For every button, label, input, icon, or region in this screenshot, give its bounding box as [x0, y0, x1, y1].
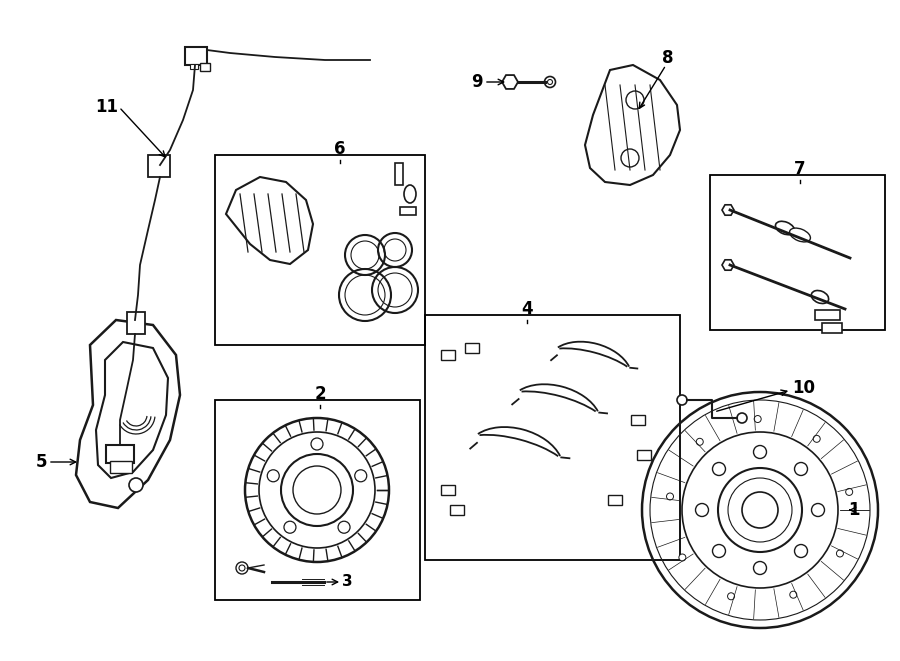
Circle shape	[795, 545, 807, 557]
Circle shape	[754, 416, 761, 422]
Polygon shape	[96, 342, 168, 478]
Circle shape	[621, 149, 639, 167]
Circle shape	[836, 550, 843, 557]
Ellipse shape	[404, 185, 416, 203]
Circle shape	[795, 463, 807, 475]
Text: 2: 2	[314, 385, 326, 403]
Text: 10: 10	[792, 379, 815, 397]
Text: 8: 8	[662, 49, 674, 67]
Circle shape	[626, 91, 644, 109]
Bar	[465, 343, 479, 353]
Circle shape	[697, 438, 703, 446]
Bar	[127, 312, 145, 334]
Circle shape	[667, 493, 673, 500]
Bar	[106, 445, 134, 463]
Bar	[190, 64, 198, 69]
Bar	[450, 505, 464, 515]
Text: 4: 4	[521, 300, 533, 318]
Bar	[631, 415, 645, 425]
Circle shape	[812, 504, 824, 516]
Polygon shape	[502, 75, 518, 89]
Bar	[110, 461, 132, 473]
Bar	[425, 315, 680, 560]
Bar	[815, 310, 840, 320]
Ellipse shape	[789, 228, 810, 242]
Circle shape	[311, 438, 323, 450]
Bar	[215, 155, 425, 345]
Bar	[400, 207, 416, 215]
Circle shape	[737, 413, 747, 423]
Circle shape	[713, 545, 725, 557]
Bar	[200, 63, 210, 71]
Circle shape	[696, 504, 708, 516]
Circle shape	[129, 478, 143, 492]
Bar	[710, 175, 885, 330]
Bar	[185, 47, 207, 65]
Circle shape	[790, 591, 796, 598]
Text: 3: 3	[342, 574, 353, 590]
Bar	[148, 155, 170, 177]
Circle shape	[544, 77, 555, 87]
Circle shape	[679, 554, 686, 561]
Bar	[822, 323, 842, 333]
Text: 9: 9	[472, 73, 483, 91]
Circle shape	[284, 522, 296, 533]
Text: 6: 6	[334, 140, 346, 158]
Bar	[441, 485, 455, 495]
Polygon shape	[722, 260, 734, 270]
Circle shape	[267, 470, 279, 482]
Text: 5: 5	[35, 453, 47, 471]
Circle shape	[338, 522, 350, 533]
Ellipse shape	[776, 221, 795, 235]
Circle shape	[753, 446, 767, 459]
Circle shape	[355, 470, 366, 482]
Bar	[215, 400, 420, 600]
Circle shape	[814, 436, 820, 442]
Bar	[637, 450, 651, 460]
Circle shape	[727, 593, 734, 600]
Text: 1: 1	[848, 501, 860, 519]
Polygon shape	[722, 205, 734, 215]
Text: 11: 11	[95, 98, 118, 116]
Circle shape	[713, 463, 725, 475]
Ellipse shape	[812, 290, 829, 303]
Bar	[441, 350, 455, 360]
Text: 7: 7	[794, 160, 806, 178]
Bar	[395, 163, 403, 185]
Circle shape	[846, 488, 852, 496]
Bar	[608, 495, 622, 505]
Circle shape	[677, 395, 687, 405]
Circle shape	[753, 561, 767, 574]
